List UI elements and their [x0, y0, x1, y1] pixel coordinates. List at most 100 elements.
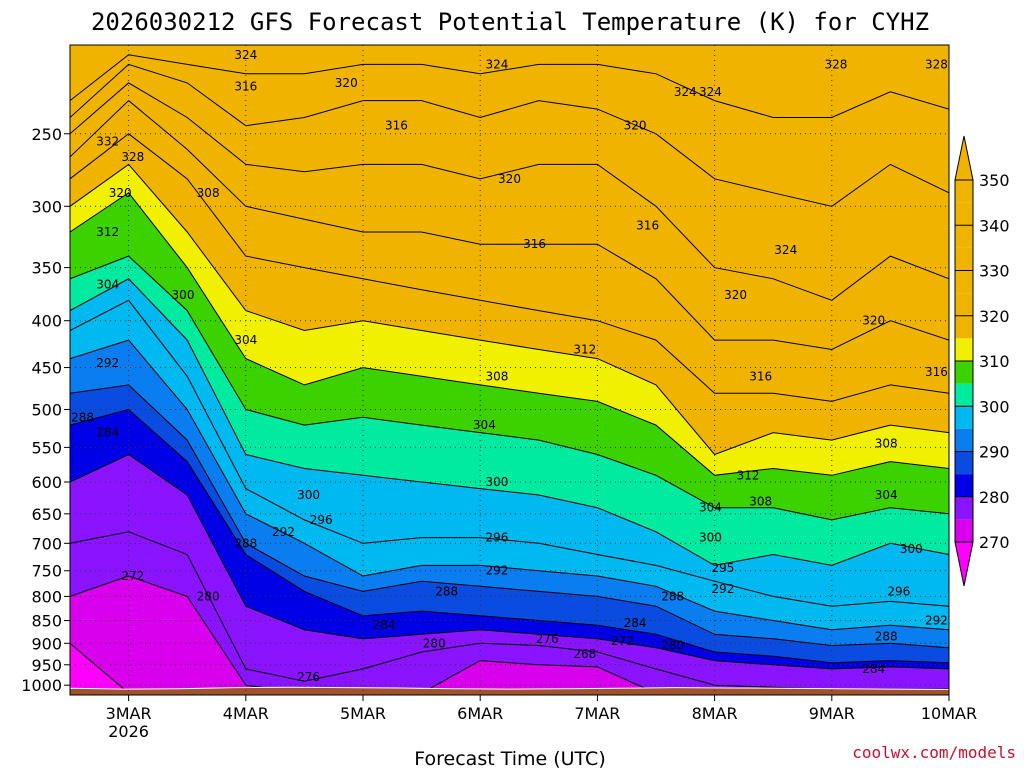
contour-label-324: 324 [699, 85, 722, 99]
colorbar-band-330-lower [955, 247, 973, 271]
contour-label-288: 288 [875, 630, 898, 644]
contour-label-332: 332 [96, 135, 119, 149]
contour-label-312: 312 [96, 225, 119, 239]
colorbar-band-330-upper [955, 225, 973, 248]
colorbar-band-270-upper [955, 496, 973, 520]
contour-label-276: 276 [536, 632, 559, 646]
contour-label-320: 320 [862, 314, 885, 328]
colorbar-band-300-lower [955, 383, 973, 407]
colorbar-band-280-lower [955, 474, 973, 497]
contour-label-296: 296 [887, 584, 910, 598]
colorbar-label-290: 290 [979, 443, 1010, 462]
x-tick-label-4MAR: 4MAR [223, 704, 269, 723]
contour-label-324: 324 [674, 85, 697, 99]
plot-frame [69, 44, 950, 696]
contour-label-304: 304 [96, 277, 119, 291]
isentrope-308 [70, 192, 949, 476]
colorbar-band-340-lower [955, 202, 973, 226]
colorbar-band-290-upper [955, 406, 973, 429]
contour-label-324: 324 [485, 57, 508, 71]
colorbar-label-300: 300 [979, 397, 1010, 416]
contour-label-280: 280 [197, 589, 220, 603]
colorbar-extend-bottom [954, 541, 974, 587]
contour-label-280: 280 [423, 636, 446, 650]
y-tick-label-600: 600 [31, 473, 62, 492]
contour-label-300: 300 [485, 475, 508, 489]
colorbar-label-270: 270 [979, 533, 1010, 552]
isentrope-328 [70, 63, 949, 207]
contour-label-320: 320 [109, 186, 132, 200]
x-tick-label-9MAR: 9MAR [809, 704, 855, 723]
pressure-axis: 250 300 350 400 450 500 550 600 650 700 750 800 850 9… [21, 125, 70, 695]
x-tick-label-7MAR: 7MAR [574, 704, 620, 723]
contour-label-316: 316 [925, 365, 948, 379]
contour-label-300: 300 [172, 288, 195, 302]
isentrope-300 [70, 278, 949, 566]
contour-label-288: 288 [435, 584, 458, 598]
colorbar: 270 280 290 300 310 320 330 340 350 [954, 135, 1010, 587]
isentrope-280 [70, 453, 949, 670]
y-tick-label-750: 750 [31, 562, 62, 581]
contour-label-316: 316 [749, 369, 772, 383]
y-tick-label-450: 450 [31, 359, 62, 378]
contour-label-308: 308 [485, 369, 508, 383]
colorbar-label-320: 320 [979, 307, 1010, 326]
y-tick-label-350: 350 [31, 259, 62, 278]
contour-label-316: 316 [636, 219, 659, 233]
contour-label-284: 284 [624, 616, 647, 630]
colorbar-label-310: 310 [979, 352, 1010, 371]
colorbar-label-350: 350 [979, 171, 1010, 190]
contour-label-268: 268 [573, 647, 596, 661]
x-tick-label-10MAR: 10MAR [921, 704, 977, 723]
isentrope-lines [70, 54, 949, 694]
isentrope-296 [70, 299, 949, 607]
contour-label-312: 312 [737, 468, 760, 482]
contour-label-308: 308 [197, 186, 220, 200]
colorbar-label-330: 330 [979, 262, 1010, 281]
y-tick-label-700: 700 [31, 534, 62, 553]
contour-label-284: 284 [862, 662, 885, 676]
colorbar-band-290-lower [955, 428, 973, 452]
contour-label-324: 324 [234, 48, 257, 62]
contour-label-300: 300 [900, 542, 923, 556]
contour-label-316: 316 [234, 80, 257, 94]
y-tick-label-400: 400 [31, 312, 62, 331]
y-tick-label-550: 550 [31, 438, 62, 457]
contour-label-296: 296 [310, 513, 333, 527]
contour-label-300: 300 [297, 488, 320, 502]
isentrope-284 [70, 408, 949, 664]
contour-label-284: 284 [372, 618, 395, 632]
contour-label-288: 288 [234, 536, 257, 550]
contour-label-304: 304 [473, 418, 496, 432]
colorbar-band-320-lower [955, 293, 973, 316]
colorbar-label-280: 280 [979, 488, 1010, 507]
y-tick-label-500: 500 [31, 400, 62, 419]
contour-label-292: 292 [712, 582, 735, 596]
contour-label-320: 320 [624, 119, 647, 133]
terrain-surface [70, 686, 949, 695]
field-band-280 [70, 454, 949, 695]
contour-label-284: 284 [96, 426, 119, 440]
isentrope-316 [70, 133, 949, 402]
y-tick-label-250: 250 [31, 125, 62, 144]
contour-label-324: 324 [774, 243, 797, 257]
y-tick-label-1000: 1000 [21, 676, 62, 695]
isentrope-312 [70, 163, 949, 456]
contour-label-320: 320 [724, 288, 747, 302]
isentrope-304 [70, 255, 949, 521]
contour-label-272: 272 [611, 634, 634, 648]
contour-label-328: 328 [825, 57, 848, 71]
contour-label-300: 300 [699, 531, 722, 545]
x-tick-label-8MAR: 8MAR [692, 704, 738, 723]
contour-label-292: 292 [272, 525, 295, 539]
x-tick-label-6MAR: 6MAR [457, 704, 503, 723]
x-axis-label: Forecast Time (UTC) [414, 748, 605, 768]
isentrope-324 [70, 82, 949, 301]
isentrope-332 [70, 54, 949, 118]
contour-label-288: 288 [661, 589, 684, 603]
contour-label-272: 272 [121, 569, 144, 583]
contour-label-316: 316 [385, 119, 408, 133]
contour-label-292: 292 [925, 614, 948, 628]
